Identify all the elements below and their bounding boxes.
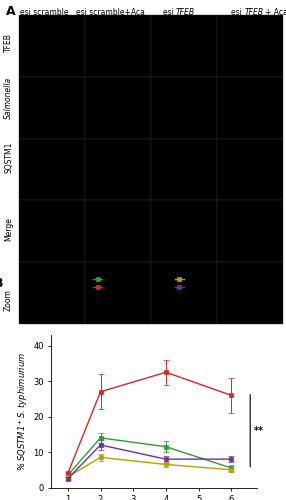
Bar <box>85 262 151 324</box>
Text: **: ** <box>253 426 263 436</box>
Text: esi scramble+Aca: esi scramble+Aca <box>76 8 144 17</box>
Y-axis label: % SQSTM1$^+$S. typhimurium: % SQSTM1$^+$S. typhimurium <box>17 352 30 471</box>
Bar <box>85 14 151 76</box>
Text: TFEB: TFEB <box>176 8 195 17</box>
Bar <box>217 14 283 76</box>
Text: Zoom: Zoom <box>4 288 13 310</box>
Text: TFEB: TFEB <box>4 33 13 52</box>
Bar <box>217 76 283 138</box>
Text: esi scramble: esi scramble <box>20 8 69 17</box>
Legend: esi scramble, esi scramble+Aca, esi TFEB, esi TFEB+Aca: esi scramble, esi scramble+Aca, esi TFEB… <box>92 274 238 292</box>
Bar <box>151 14 217 76</box>
Bar <box>19 138 85 200</box>
Bar <box>19 200 85 262</box>
Text: TFEB: TFEB <box>245 8 264 17</box>
Bar <box>19 76 85 138</box>
Bar <box>85 138 151 200</box>
Text: SQSTM1: SQSTM1 <box>4 142 13 173</box>
Text: Salmonella: Salmonella <box>4 77 13 120</box>
Text: esi: esi <box>231 8 245 17</box>
Text: B: B <box>0 277 3 290</box>
Bar <box>217 200 283 262</box>
Text: A: A <box>6 5 15 18</box>
Bar <box>217 138 283 200</box>
Text: + Aca: + Aca <box>265 8 286 17</box>
Text: Merge: Merge <box>4 218 13 241</box>
Bar <box>19 262 85 324</box>
Bar <box>19 14 85 76</box>
Text: esi: esi <box>163 8 176 17</box>
Bar <box>151 138 217 200</box>
Bar <box>151 200 217 262</box>
Bar <box>217 262 283 324</box>
Bar <box>151 262 217 324</box>
Bar <box>85 200 151 262</box>
Bar <box>151 76 217 138</box>
Bar <box>85 76 151 138</box>
